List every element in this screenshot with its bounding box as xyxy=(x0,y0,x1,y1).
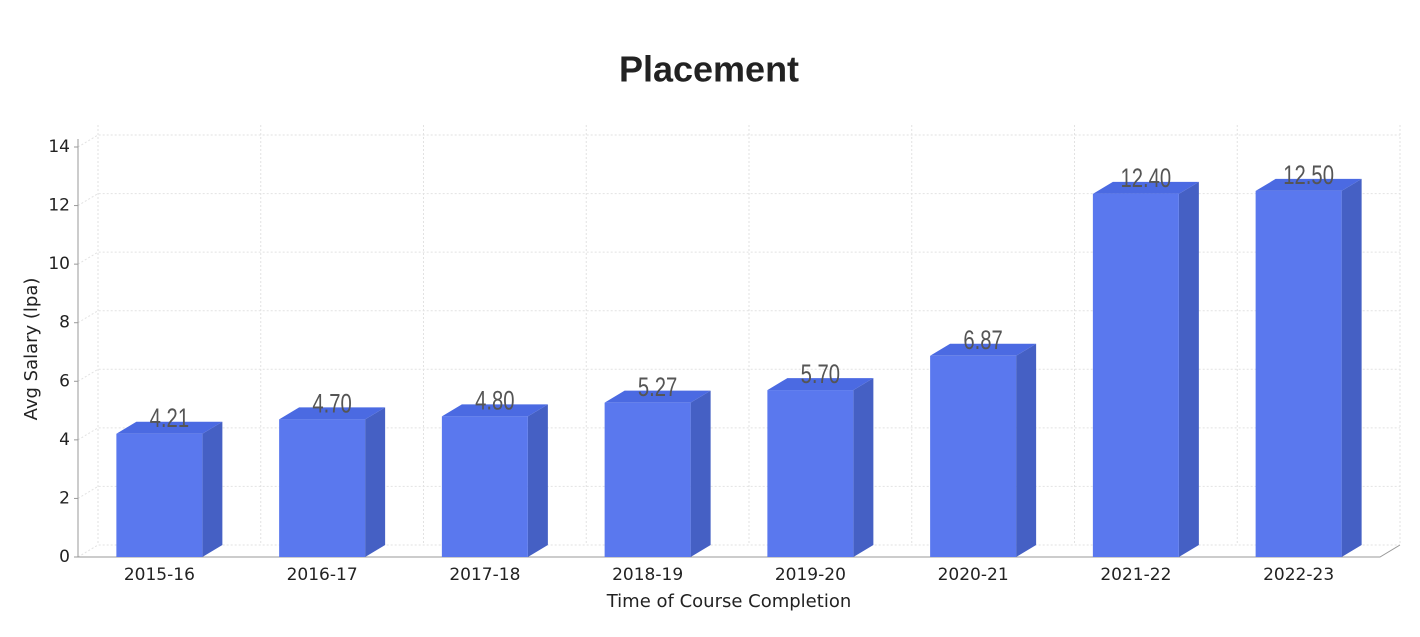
bar-top xyxy=(930,343,1037,356)
x-tick-label: 2021-22 xyxy=(1100,565,1171,585)
bar xyxy=(441,404,548,557)
x-axis xyxy=(78,544,1401,558)
bar-side xyxy=(365,407,386,557)
bar-front xyxy=(930,355,1017,557)
y-tick-label: 12 xyxy=(48,196,70,216)
value-label: 12.40 xyxy=(1121,163,1172,194)
x-tick-label: 2022-23 xyxy=(1263,565,1334,585)
grid-line xyxy=(77,310,1400,324)
grid-line xyxy=(77,251,1400,265)
x-tick-label: 2020-21 xyxy=(938,565,1009,585)
bar xyxy=(116,421,223,557)
bar-side xyxy=(202,421,223,557)
bar-side xyxy=(1341,178,1362,557)
y-tick-label: 10 xyxy=(48,254,70,274)
value-label: 4.80 xyxy=(475,386,514,417)
bar xyxy=(767,378,874,557)
x-tick-label: 2018-19 xyxy=(612,565,683,585)
bar-front xyxy=(604,402,691,557)
x-tick-label: 2016-17 xyxy=(287,565,358,585)
bar xyxy=(604,390,711,557)
y-axis-label: Avg Salary (lpa) xyxy=(21,278,42,421)
x-tick-label: 2017-18 xyxy=(449,565,520,585)
y-tick-label: 8 xyxy=(59,313,70,333)
grid-line xyxy=(77,485,1400,499)
bar xyxy=(1255,178,1362,557)
bar xyxy=(1092,181,1199,557)
grid-line xyxy=(77,193,1400,207)
bar xyxy=(279,407,386,557)
bar-top xyxy=(767,378,874,391)
bar-side xyxy=(527,404,548,557)
y-tick-label: 0 xyxy=(59,547,70,567)
bar-top xyxy=(116,421,223,434)
bar-top xyxy=(1255,178,1362,191)
y-tick-label: 4 xyxy=(59,430,70,450)
bar-top xyxy=(279,407,386,420)
value-label: 4.70 xyxy=(312,389,351,420)
bar-front xyxy=(1092,193,1179,557)
bar-side xyxy=(690,390,711,557)
bar-front xyxy=(1255,190,1342,557)
value-label: 4.21 xyxy=(150,403,189,434)
y-tick-label: 14 xyxy=(48,137,70,157)
value-label: 6.87 xyxy=(963,325,1002,356)
grid-line xyxy=(77,134,1400,148)
grid-line xyxy=(77,368,1400,382)
value-label: 5.70 xyxy=(801,359,840,390)
value-label: 12.50 xyxy=(1283,160,1334,191)
x-tick-label: 2019-20 xyxy=(775,565,846,585)
y-tick-label: 2 xyxy=(59,488,70,508)
bar-front xyxy=(441,416,528,557)
bar-top xyxy=(441,404,548,417)
y-tick-label: 6 xyxy=(59,371,70,391)
bar xyxy=(930,343,1037,557)
value-label: 5.27 xyxy=(638,372,677,403)
bar-side xyxy=(853,378,874,557)
chart-title: Placement xyxy=(619,49,799,90)
bar-front xyxy=(767,390,854,557)
bar-front xyxy=(279,419,366,557)
grid-line xyxy=(77,427,1400,441)
grid-line xyxy=(77,544,1400,558)
bar-front xyxy=(116,433,203,557)
bar-top xyxy=(604,390,711,403)
x-tick-label: 2015-16 xyxy=(124,565,195,585)
bar-top xyxy=(1092,181,1199,194)
bar-side xyxy=(1178,181,1199,557)
x-axis-label: Time of Course Completion xyxy=(606,591,852,612)
bar-side xyxy=(1016,343,1037,557)
